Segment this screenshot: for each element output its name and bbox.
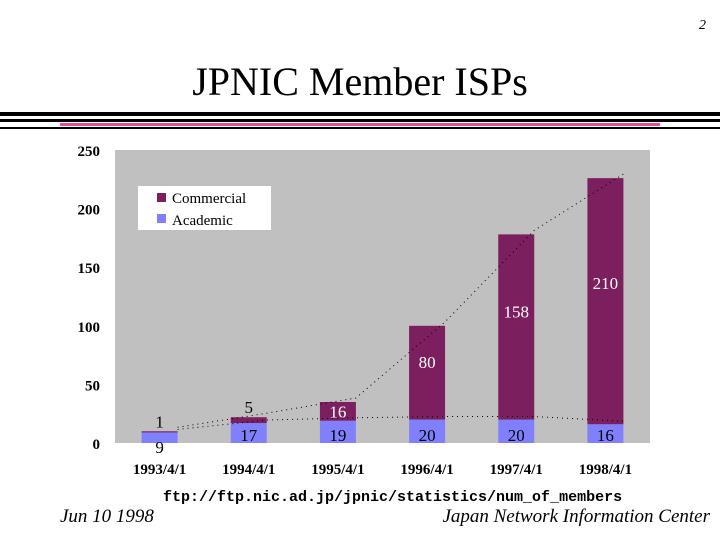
trend-line-total: [177, 173, 624, 428]
x-tick-label: 1995/4/1: [311, 462, 364, 478]
x-tick-label: 1996/4/1: [400, 462, 453, 478]
bar-academic: [498, 419, 535, 443]
bar-commercial: [319, 401, 356, 421]
data-label-academic: 17: [240, 426, 258, 445]
source-url: ftp://ftp.nic.ad.jp/jpnic/statistics/num…: [163, 489, 623, 506]
bar-commercial: [587, 178, 624, 425]
bar-commercial: [409, 325, 446, 420]
page-number: 2: [699, 18, 706, 33]
legend-swatch-academic: [157, 214, 166, 223]
bar-commercial: [230, 417, 267, 424]
bar-academic: [409, 419, 446, 443]
bars: [141, 178, 624, 443]
data-label-commercial: 80: [419, 353, 436, 372]
data-label-academic: 9: [155, 438, 164, 457]
legend-label-commercial: Commercial: [172, 191, 246, 207]
title-underline-accent: [60, 123, 660, 126]
data-label-academic: 20: [508, 426, 525, 445]
title-underline: [0, 112, 720, 129]
legend-swatch-commercial: [157, 193, 166, 202]
bar-academic: [319, 420, 356, 443]
x-tick-label: 1997/4/1: [490, 462, 543, 478]
y-axis: 0 50 100 150 200 250: [78, 144, 101, 453]
data-label-commercial: 1: [155, 412, 164, 431]
x-tick-label: 1994/4/1: [222, 462, 275, 478]
x-tick-label: 1993/4/1: [133, 462, 186, 478]
bar-academic: [587, 424, 624, 443]
y-tick-label: 200: [78, 203, 101, 219]
bar-commercial: [498, 234, 535, 420]
data-label-academic: 16: [597, 426, 614, 445]
footer-date: Jun 10 1998: [60, 506, 154, 527]
page-title: JPNIC Member ISPs: [192, 59, 528, 104]
legend-label-academic: Academic: [172, 213, 233, 229]
bar-commercial: [141, 431, 178, 433]
trend-lines: [177, 173, 624, 430]
data-label-commercial: 16: [329, 403, 346, 422]
footer-org: Japan Network Information Center: [442, 506, 710, 527]
y-tick-label: 100: [78, 320, 101, 336]
data-label-commercial: 210: [593, 274, 619, 293]
data-label-academic: 20: [419, 426, 436, 445]
x-tick-label: 1998/4/1: [579, 462, 632, 478]
y-tick-label: 250: [78, 144, 101, 160]
chart-legend: Commercial Academic: [138, 186, 271, 230]
bar-academic: [141, 432, 178, 443]
y-tick-label: 150: [78, 261, 101, 277]
data-label-commercial: 5: [245, 398, 254, 417]
x-axis: 1993/4/1 1994/4/1 1995/4/1 1996/4/1 1997/4/1…: [133, 462, 632, 478]
y-tick-label: 0: [93, 437, 101, 453]
data-label-academic: 19: [329, 426, 346, 445]
data-label-commercial: 158: [504, 303, 530, 322]
bar-academic: [230, 423, 267, 443]
y-tick-label: 50: [85, 378, 100, 394]
